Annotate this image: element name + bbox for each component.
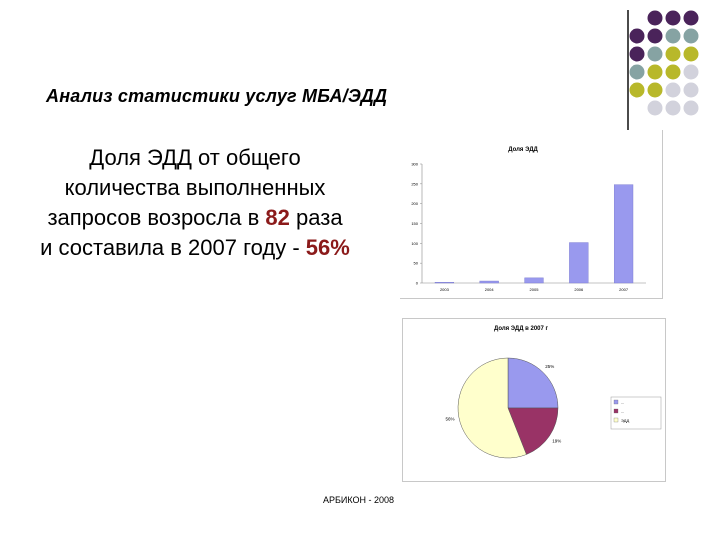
bar-y-tick-label: 200 (411, 201, 418, 206)
pie-chart-panel: Доля ЭДД в 2007 г 25% 19% 56%...... ЭДД (402, 318, 666, 482)
decorative-dot (647, 82, 663, 98)
decorative-dot (665, 46, 681, 62)
bar-y-tick-label: 300 (411, 162, 418, 167)
decorative-dot (647, 28, 663, 44)
pie-legend-swatch (613, 399, 619, 405)
pie-legend-label: ... (621, 409, 624, 414)
bar-chart-title: Доля ЭДД (508, 147, 538, 153)
bar-2005 (524, 277, 544, 284)
bar-y-tick-label: 250 (411, 181, 418, 186)
bar-y-tick-label: 150 (411, 221, 418, 226)
bar-2006 (569, 242, 589, 284)
bar-chart-panel: Доля ЭДД 0 50 100 150 200 250 300 2003 2004 2005 2… (400, 130, 663, 299)
decorative-dot (647, 64, 663, 80)
pie-slice-2 (507, 407, 559, 455)
bar-chart: Доля ЭДД 0 50 100 150 200 250 300 2003 2004 2005 2… (411, 147, 646, 292)
decorative-dot (665, 64, 681, 80)
pie-slice-3 (457, 357, 527, 459)
bar-x-tick-label: 2007 (619, 287, 629, 292)
decorative-dot (683, 100, 699, 116)
decorative-dot (647, 100, 663, 116)
pie-legend-label: ... (621, 400, 624, 405)
pie-legend (610, 396, 662, 430)
decorative-dot (683, 46, 699, 62)
bar-2004 (479, 280, 499, 284)
pie-legend-swatch (613, 417, 619, 423)
body-text-part-2: раза и составила в 2007 году - (40, 205, 343, 260)
pie-legend-label: ЭДД (621, 418, 629, 423)
pie-data-label: 56% (446, 417, 455, 422)
slide-title: Анализ статистики услуг МБА/ЭДД (46, 86, 388, 106)
bar-x-tick-label: 2006 (574, 287, 584, 292)
pie-legend-swatch (613, 408, 619, 414)
decorative-dot (629, 46, 645, 62)
slide-footer: АРБИКОН - 2008 (323, 495, 395, 505)
bar-y-tick-label: 50 (414, 261, 419, 266)
bar-2003 (434, 282, 455, 284)
bar-2007 (613, 184, 634, 284)
pie-slice-1 (507, 357, 559, 409)
decorative-dot (647, 10, 663, 26)
decorative-dot-grid (629, 10, 699, 116)
bar-x-tick-label: 2004 (485, 287, 495, 292)
decorative-dot (665, 100, 681, 116)
bar-y-tick-label: 0 (416, 281, 419, 286)
decorative-dot (665, 28, 681, 44)
decorative-dot (629, 82, 645, 98)
decorative-dot (629, 64, 645, 80)
decorative-dot (665, 82, 681, 98)
pie-data-label: 19% (552, 439, 561, 444)
decorative-dot (683, 28, 699, 44)
bar-x-tick-label: 2003 (440, 287, 450, 292)
decorative-divider (627, 10, 629, 132)
decorative-dot (683, 10, 699, 26)
body-text-part-1: Доля ЭДД от общего количества выполненны… (47, 145, 326, 230)
pie-chart: Доля ЭДД в 2007 г 25% 19% 56%...... ЭДД (446, 326, 662, 459)
highlight-times: 82 (265, 205, 290, 230)
decorative-dot (683, 82, 699, 98)
pie-chart-title: Доля ЭДД в 2007 г (494, 326, 549, 332)
bar-y-tick-label: 100 (411, 241, 418, 246)
decorative-dot (629, 28, 645, 44)
decorative-dot (647, 46, 663, 62)
bar-x-tick-label: 2005 (530, 287, 540, 292)
decorative-dot (683, 64, 699, 80)
pie-data-label: 25% (545, 364, 554, 369)
highlight-percent: 56% (305, 235, 350, 260)
decorative-dot (665, 10, 681, 26)
slide-body-text: Доля ЭДД от общего количества выполненны… (40, 143, 350, 263)
